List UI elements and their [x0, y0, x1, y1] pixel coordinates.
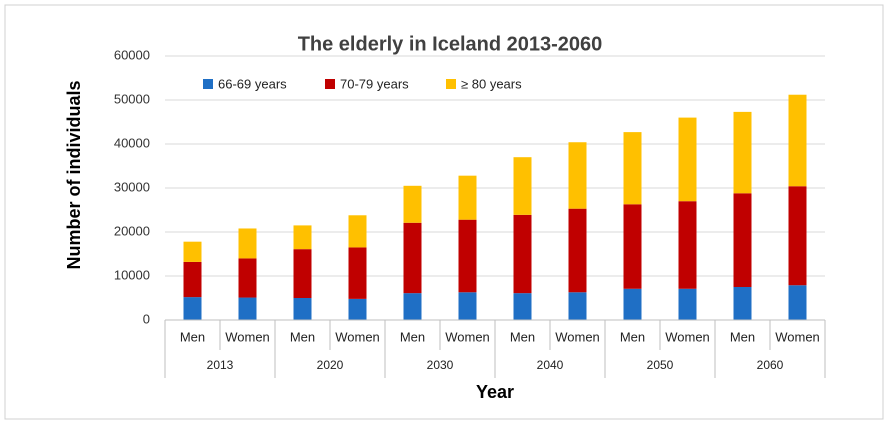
- bar-segment: [183, 297, 202, 320]
- bar-segment: [788, 285, 807, 320]
- bar-segment: [183, 261, 202, 298]
- bar-segment: [733, 193, 752, 287]
- bar-segment: [238, 228, 257, 259]
- bar-segment: [348, 215, 367, 248]
- x-tick-label: Men: [180, 329, 205, 344]
- bar-segment: [183, 241, 202, 262]
- group-label: 2050: [647, 358, 674, 372]
- bar-segment: [513, 214, 532, 294]
- bar-segment: [513, 157, 532, 215]
- bar-segment: [678, 201, 697, 289]
- x-tick-label: Women: [775, 329, 820, 344]
- bar-segment: [678, 117, 697, 202]
- y-tick-label: 50000: [114, 91, 150, 106]
- group-label: 2040: [537, 358, 564, 372]
- group-label: 2060: [757, 358, 784, 372]
- group-label: 2030: [427, 358, 454, 372]
- bar-segment: [348, 298, 367, 320]
- bar-segment: [238, 258, 257, 298]
- bar-segment: [458, 219, 477, 293]
- x-tick-label: Men: [730, 329, 755, 344]
- legend-swatch: [325, 79, 335, 89]
- bar-segment: [403, 222, 422, 294]
- y-tick-label: 0: [143, 311, 150, 326]
- x-tick-label: Men: [290, 329, 315, 344]
- bar-segment: [238, 297, 257, 320]
- legend-swatch: [203, 79, 213, 89]
- x-tick-label: Women: [665, 329, 710, 344]
- bar-segment: [403, 293, 422, 320]
- x-tick-label: Women: [335, 329, 380, 344]
- bar-segment: [733, 111, 752, 194]
- y-axis-label: Number of individuals: [64, 80, 84, 269]
- x-tick-label: Women: [445, 329, 490, 344]
- x-axis-label: Year: [476, 382, 514, 402]
- bar-segment: [788, 94, 807, 187]
- group-label: 2013: [207, 358, 234, 372]
- bar-segment: [623, 132, 642, 205]
- group-label: 2020: [317, 358, 344, 372]
- bar-segment: [568, 208, 587, 293]
- legend-swatch: [446, 79, 456, 89]
- y-tick-label: 30000: [114, 179, 150, 194]
- legend-label: 70-79 years: [340, 76, 409, 91]
- bar-segment: [293, 225, 312, 250]
- bar-segment: [348, 247, 367, 299]
- x-tick-label: Men: [400, 329, 425, 344]
- bar-segment: [733, 287, 752, 320]
- bar-segment: [293, 298, 312, 320]
- legend-label: ≥ 80 years: [461, 76, 522, 91]
- y-tick-label: 60000: [114, 47, 150, 62]
- bar-segment: [513, 293, 532, 320]
- x-tick-label: Men: [620, 329, 645, 344]
- bar-segment: [293, 249, 312, 298]
- bar-segment: [403, 185, 422, 223]
- bar-segment: [458, 292, 477, 320]
- y-tick-label: 40000: [114, 135, 150, 150]
- bar-segment: [788, 186, 807, 286]
- x-tick-label: Women: [555, 329, 600, 344]
- chart-title: The elderly in Iceland 2013-2060: [298, 33, 603, 55]
- x-tick-label: Men: [510, 329, 535, 344]
- y-tick-label: 10000: [114, 267, 150, 282]
- bar-segment: [568, 292, 587, 320]
- bar-segment: [623, 204, 642, 289]
- bar-segment: [568, 142, 587, 209]
- x-tick-label: Women: [225, 329, 270, 344]
- bar-segment: [458, 175, 477, 220]
- bar-segment: [623, 288, 642, 320]
- y-tick-label: 20000: [114, 223, 150, 238]
- legend-label: 66-69 years: [218, 76, 287, 91]
- bar-segment: [678, 288, 697, 320]
